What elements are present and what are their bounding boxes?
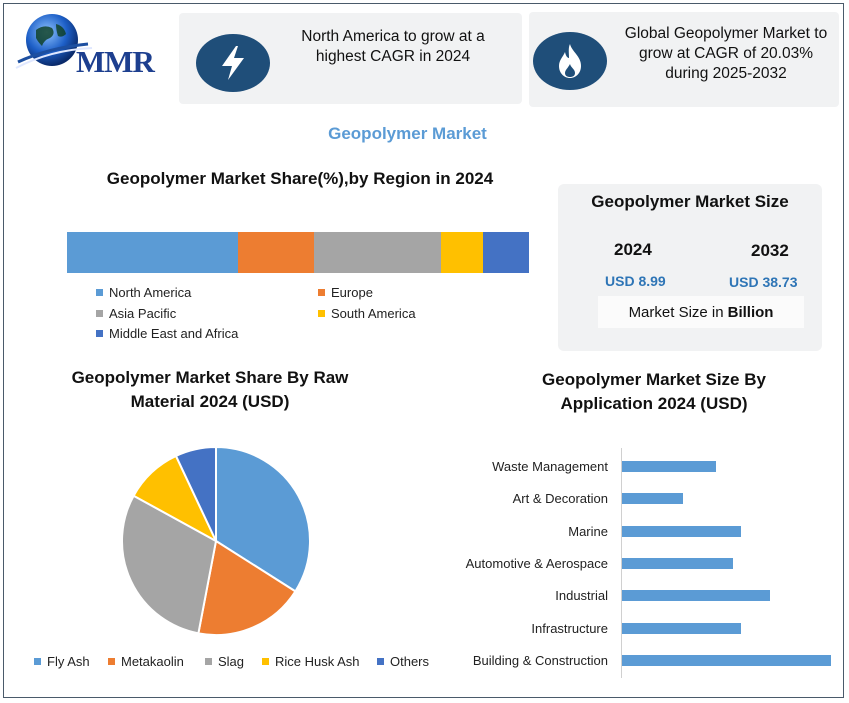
legend-swatch bbox=[318, 289, 325, 296]
info-text-line: during 2025-2032 bbox=[665, 65, 787, 82]
legend-label: North America bbox=[109, 285, 192, 300]
lightning-bolt-icon bbox=[222, 46, 244, 80]
unit-note-prefix: Market Size in bbox=[628, 303, 724, 321]
raw-material-pie-chart bbox=[121, 445, 311, 636]
legend-swatch bbox=[34, 658, 41, 665]
application-bar-label: Marine bbox=[568, 523, 608, 539]
application-bar-label: Building & Construction bbox=[472, 652, 608, 668]
application-bar-label: Industrial bbox=[555, 588, 608, 604]
application-bar-label: Art & Decoration bbox=[512, 491, 608, 507]
raw-material-title-line: Geopolymer Market Share By Raw bbox=[71, 368, 349, 387]
application-bar-label: Waste Management bbox=[492, 459, 608, 474]
legend-swatch bbox=[318, 310, 325, 317]
raw-material-title-line: Material 2024 (USD) bbox=[130, 392, 290, 411]
value-end: USD 38.73 bbox=[729, 274, 798, 290]
pie-legend-item: Metakaolin bbox=[108, 654, 184, 669]
legend-label: Middle East and Africa bbox=[109, 326, 239, 341]
info-card-global-cagr: Global Geopolymer Market to grow at CAGR… bbox=[529, 12, 839, 107]
application-bar bbox=[622, 654, 831, 666]
application-bar-label: Infrastructure bbox=[531, 620, 608, 636]
info-card-north-america: North America to grow at a highest CAGR … bbox=[179, 13, 522, 104]
value-start: USD 8.99 bbox=[605, 273, 666, 289]
application-bar bbox=[622, 590, 771, 602]
legend-label: Rice Husk Ash bbox=[275, 654, 360, 669]
pie-legend-item: Rice Husk Ash bbox=[262, 654, 360, 669]
pie-legend-item: Others bbox=[377, 654, 429, 669]
raw-material-chart-title: Geopolymer Market Share By Raw Material … bbox=[40, 366, 380, 414]
region-legend-item: North America bbox=[96, 285, 191, 300]
application-bar bbox=[622, 493, 683, 505]
region-chart-title: Geopolymer Market Share(%),by Region in … bbox=[106, 169, 494, 188]
application-title-line: Application 2024 (USD) bbox=[560, 394, 748, 413]
region-legend-item: Europe bbox=[318, 285, 373, 300]
info-text-line: grow at CAGR of 20.03% bbox=[638, 45, 814, 62]
logo-text: MMR bbox=[76, 44, 155, 79]
pie-legend-item: Fly Ash bbox=[34, 654, 90, 669]
region-bar-segment bbox=[441, 232, 483, 273]
legend-label: Others bbox=[390, 654, 430, 669]
application-bar bbox=[622, 622, 742, 634]
year-end: 2032 bbox=[751, 241, 789, 260]
market-size-card: Geopolymer Market Size 2024 2032 USD 8.9… bbox=[558, 184, 822, 351]
region-bar-segment bbox=[314, 232, 442, 273]
legend-label: Slag bbox=[218, 654, 245, 669]
legend-label: Asia Pacific bbox=[109, 306, 177, 321]
region-stacked-bar bbox=[67, 232, 529, 273]
globe-logo-icon bbox=[15, 14, 93, 69]
info-text-line: Global Geopolymer Market to bbox=[624, 25, 828, 42]
legend-swatch bbox=[262, 658, 269, 665]
legend-label: South America bbox=[331, 306, 416, 321]
region-legend-item: Middle East and Africa bbox=[96, 326, 238, 341]
application-axis-line bbox=[621, 448, 622, 678]
application-bar bbox=[622, 461, 717, 472]
region-legend-item: Asia Pacific bbox=[96, 306, 176, 321]
mmr-logo: MMR bbox=[14, 10, 155, 82]
page-title: Geopolymer Market bbox=[328, 124, 487, 143]
application-bar-label: Automotive & Aerospace bbox=[465, 555, 608, 571]
pie-slice bbox=[197, 539, 297, 636]
legend-label: Metakaolin bbox=[121, 654, 184, 669]
flame-icon bbox=[559, 44, 581, 78]
legend-swatch bbox=[96, 310, 103, 317]
pie-slice bbox=[121, 494, 218, 635]
application-title-line: Geopolymer Market Size By bbox=[542, 370, 766, 389]
application-bar bbox=[622, 557, 733, 569]
info-card-text: Global Geopolymer Market to grow at CAGR… bbox=[615, 24, 837, 84]
legend-swatch bbox=[205, 658, 212, 665]
info-text-line: North America to grow at a bbox=[301, 28, 485, 45]
info-icon-circle bbox=[533, 32, 607, 90]
info-card-text: North America to grow at a highest CAGR … bbox=[279, 27, 507, 67]
year-start: 2024 bbox=[614, 240, 652, 259]
pie-legend-item: Slag bbox=[205, 654, 244, 669]
pie-slice bbox=[174, 445, 217, 542]
region-legend-item: South America bbox=[318, 306, 416, 321]
info-icon-circle bbox=[196, 34, 270, 92]
info-text-line: highest CAGR in 2024 bbox=[315, 48, 471, 65]
market-size-unit-note: Market Size in Billion bbox=[598, 296, 804, 328]
legend-swatch bbox=[96, 289, 103, 296]
legend-swatch bbox=[108, 658, 115, 665]
infographic-frame bbox=[3, 3, 844, 698]
market-size-title: Geopolymer Market Size bbox=[591, 192, 789, 211]
legend-label: Fly Ash bbox=[47, 654, 90, 669]
legend-swatch bbox=[377, 658, 384, 665]
legend-swatch bbox=[96, 330, 103, 337]
application-bar bbox=[622, 525, 742, 537]
region-bar-segment bbox=[67, 232, 238, 273]
application-chart-title: Geopolymer Market Size By Application 20… bbox=[500, 368, 808, 416]
legend-label: Europe bbox=[331, 285, 373, 300]
region-bar-segment bbox=[482, 232, 529, 273]
region-bar-segment bbox=[237, 232, 315, 273]
unit-note-unit: Billion bbox=[727, 303, 774, 321]
